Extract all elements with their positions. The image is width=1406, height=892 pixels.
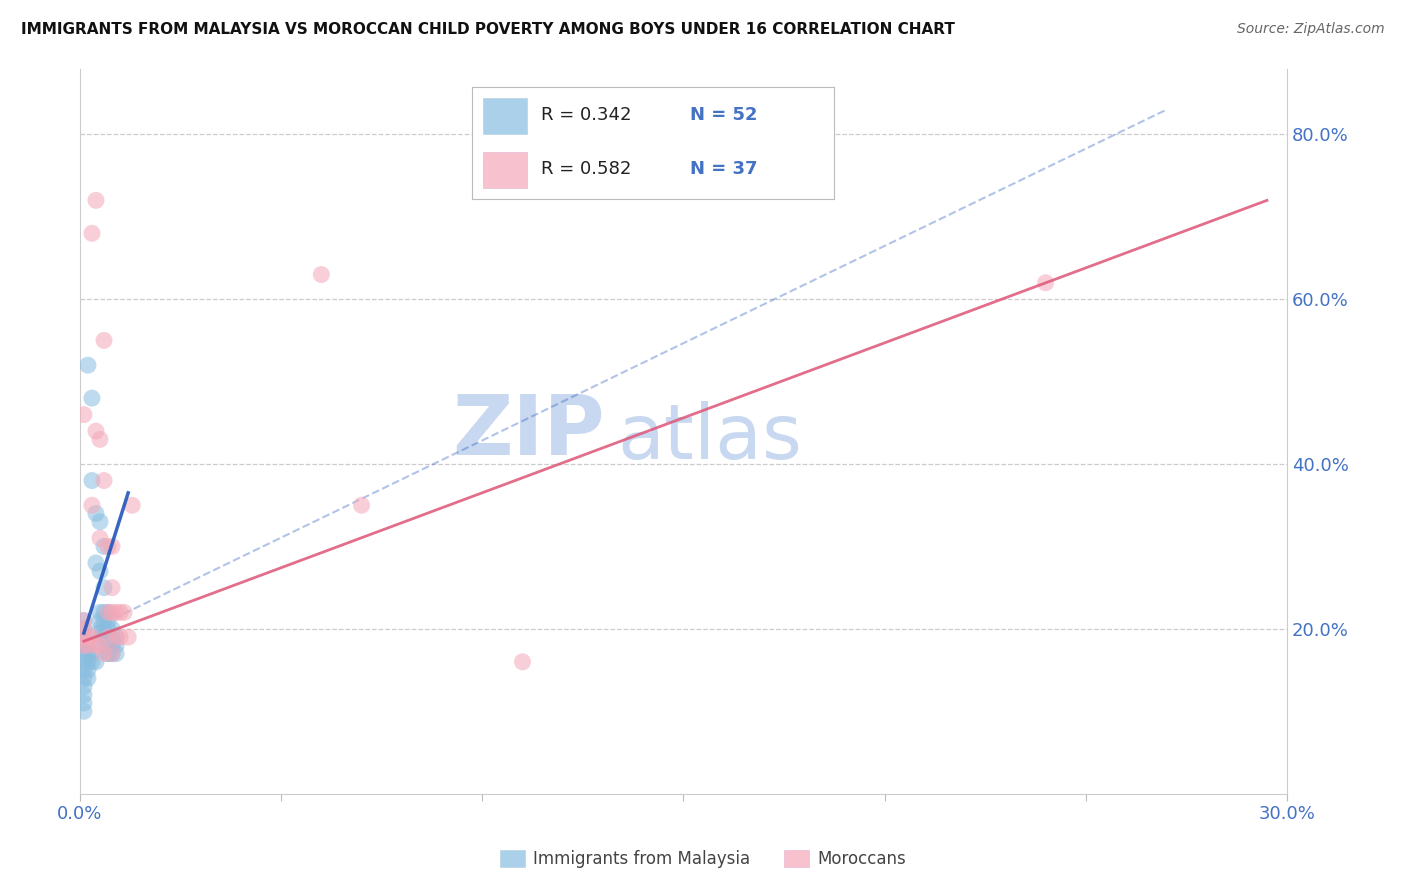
Point: [101, 581, 124, 595]
Point: [105, 630, 128, 644]
Point: [1035, 276, 1057, 290]
Point: [80, 655, 103, 669]
Point: [73, 638, 96, 652]
Point: [73, 622, 96, 636]
Point: [80, 647, 103, 661]
Point: [93, 647, 115, 661]
Point: [89, 515, 111, 529]
Point: [84, 638, 107, 652]
Point: [73, 638, 96, 652]
Point: [108, 630, 131, 644]
Point: [77, 638, 100, 652]
Text: atlas: atlas: [617, 401, 801, 475]
Point: [73, 671, 96, 685]
Point: [101, 647, 124, 661]
Point: [97, 606, 120, 620]
Point: [77, 647, 100, 661]
Point: [73, 663, 96, 677]
Point: [89, 614, 111, 628]
Point: [101, 630, 124, 644]
Point: [73, 655, 96, 669]
Point: [93, 622, 115, 636]
Point: [77, 655, 100, 669]
Point: [77, 630, 100, 644]
Point: [84, 556, 107, 570]
Point: [101, 540, 124, 554]
Point: [121, 498, 143, 512]
Point: [84, 655, 107, 669]
Text: IMMIGRANTS FROM MALAYSIA VS MOROCCAN CHILD POVERTY AMONG BOYS UNDER 16 CORRELATI: IMMIGRANTS FROM MALAYSIA VS MOROCCAN CHI…: [21, 22, 955, 37]
Point: [77, 671, 100, 685]
Point: [112, 606, 135, 620]
Point: [97, 630, 120, 644]
Point: [101, 647, 124, 661]
Point: [73, 647, 96, 661]
Point: [73, 680, 96, 694]
Point: [77, 358, 100, 372]
Point: [73, 408, 96, 422]
Point: [93, 474, 115, 488]
Point: [77, 663, 100, 677]
Point: [105, 647, 128, 661]
Point: [73, 630, 96, 644]
Point: [80, 630, 103, 644]
Point: [97, 622, 120, 636]
Text: Source: ZipAtlas.com: Source: ZipAtlas.com: [1237, 22, 1385, 37]
Point: [93, 606, 115, 620]
Text: ZIP: ZIP: [453, 391, 605, 472]
Point: [512, 655, 534, 669]
Point: [73, 688, 96, 702]
Point: [84, 424, 107, 438]
Point: [80, 391, 103, 405]
Point: [80, 498, 103, 512]
Point: [105, 606, 128, 620]
Point: [108, 606, 131, 620]
Point: [97, 630, 120, 644]
Point: [89, 564, 111, 578]
Point: [117, 630, 139, 644]
Point: [105, 630, 128, 644]
Point: [105, 638, 128, 652]
Point: [89, 606, 111, 620]
Point: [97, 614, 120, 628]
Point: [93, 638, 115, 652]
Point: [73, 614, 96, 628]
Point: [89, 638, 111, 652]
Point: [89, 630, 111, 644]
Point: [350, 498, 373, 512]
Point: [93, 334, 115, 348]
Point: [73, 614, 96, 628]
Point: [97, 638, 120, 652]
Point: [97, 647, 120, 661]
Point: [73, 622, 96, 636]
Point: [73, 704, 96, 718]
Point: [77, 638, 100, 652]
Point: [97, 606, 120, 620]
Point: [93, 581, 115, 595]
Point: [80, 227, 103, 241]
Point: [97, 540, 120, 554]
Point: [101, 606, 124, 620]
Point: [93, 614, 115, 628]
Point: [97, 647, 120, 661]
Legend: Immigrants from Malaysia, Moroccans: Immigrants from Malaysia, Moroccans: [494, 843, 912, 875]
Point: [93, 540, 115, 554]
Point: [311, 268, 333, 282]
Point: [101, 622, 124, 636]
Point: [84, 194, 107, 208]
Point: [73, 630, 96, 644]
Point: [89, 433, 111, 447]
Point: [73, 696, 96, 710]
Point: [89, 622, 111, 636]
Point: [89, 531, 111, 545]
Point: [84, 507, 107, 521]
Point: [93, 630, 115, 644]
Point: [101, 638, 124, 652]
Point: [80, 474, 103, 488]
